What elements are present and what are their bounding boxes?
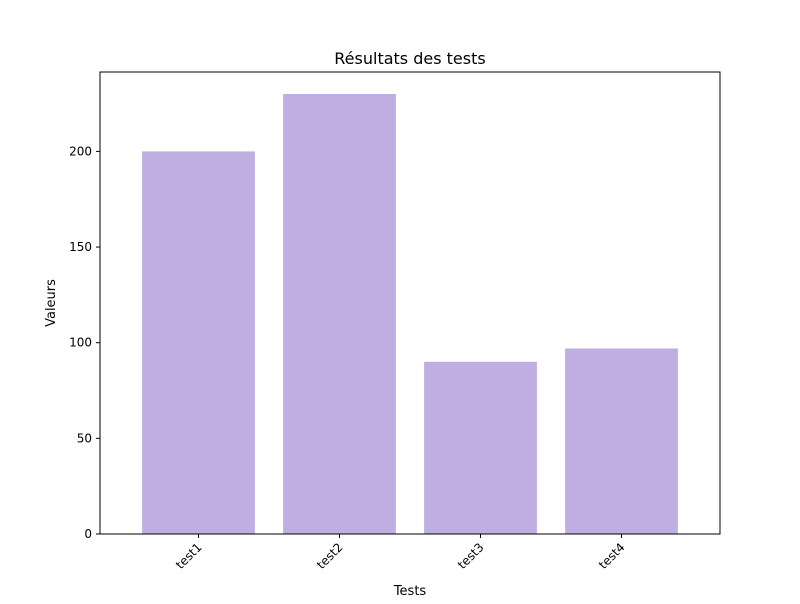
chart-title: Résultats des tests [334, 49, 485, 68]
bar-test1 [142, 151, 255, 535]
y-tick-label: 0 [84, 527, 92, 541]
y-tick-label: 50 [77, 431, 92, 445]
x-axis-label: Tests [393, 584, 427, 599]
bar-test4 [565, 348, 678, 534]
y-axis-label: Valeurs [44, 279, 59, 327]
bar-test2 [283, 94, 396, 534]
bars-group [142, 94, 678, 535]
plot-area-frame [99, 71, 721, 535]
y-tick-label: 200 [69, 144, 92, 158]
y-tick-label: 100 [69, 336, 92, 350]
y-axis-ticks: 0 50 100 150 200 [69, 144, 100, 541]
bar-test3 [424, 361, 537, 534]
y-tick-label: 150 [69, 240, 92, 254]
